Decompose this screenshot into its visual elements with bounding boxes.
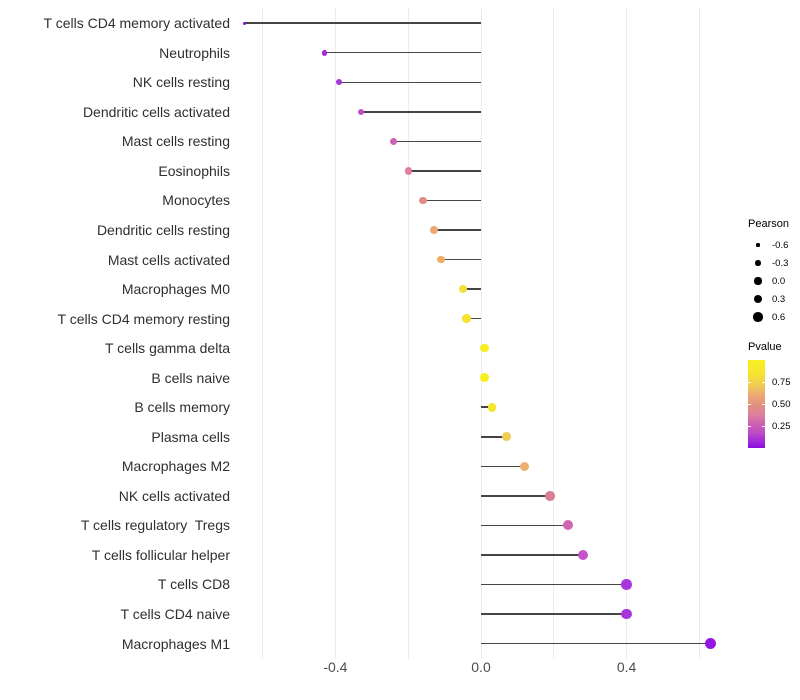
lollipop-stick (440, 258, 481, 261)
legend-pearson-label: 0.3 (772, 294, 786, 305)
lollipop-dot (242, 21, 246, 25)
lollipop-dot (429, 226, 438, 234)
lollipop-dot (357, 108, 365, 116)
category-label: Mast cells resting (121, 133, 230, 150)
lollipop-stick (481, 524, 569, 527)
category-label: Dendritic cells activated (82, 103, 230, 120)
lollipop-dot (577, 549, 588, 560)
category-label: Plasma cells (151, 428, 230, 445)
category-label: T cells CD4 memory resting (57, 310, 230, 327)
legend-pearson-label: 0.6 (772, 312, 786, 323)
lollipop-stick (408, 170, 481, 172)
x-tick-label: 0.0 (471, 659, 491, 675)
category-label: Macrophages M1 (121, 635, 230, 652)
lollipop-dot (480, 343, 489, 353)
x-tick-label: -0.4 (323, 659, 348, 675)
lollipop-stick (462, 288, 481, 290)
category-label: T cells CD4 naive (120, 606, 230, 622)
category-label: T cells regulatory Tregs (80, 517, 230, 534)
legend-pearson-dot (755, 260, 761, 266)
colorbar-tick (748, 426, 751, 427)
category-label: Monocytes (162, 192, 230, 209)
category-label: B cells memory (134, 399, 230, 416)
pvalue-colorbar (748, 360, 765, 448)
gridline (480, 8, 482, 659)
category-label: Macrophages M0 (121, 281, 230, 298)
lollipop-dot (390, 137, 398, 145)
lollipop-dot (520, 461, 530, 471)
legend-pvalue-label: 0.75 (772, 377, 791, 388)
lollipop-stick (481, 465, 525, 468)
legend-pearson-label: -0.3 (772, 258, 789, 269)
legend-pearson-label: 0.0 (772, 276, 786, 287)
gridline (262, 8, 264, 659)
lollipop-stick (481, 495, 551, 497)
legend-pearson-dot (754, 277, 762, 285)
legend-pvalue-label: 0.50 (772, 399, 791, 410)
legend-pearson-dot (753, 312, 763, 322)
lollipop-dot (462, 314, 471, 323)
category-label: T cells CD8 (157, 576, 230, 593)
category-label: B cells naive (151, 369, 230, 386)
legend-pearson-dot (753, 294, 763, 304)
lollipop-dot (437, 255, 445, 264)
colorbar-tick (762, 426, 765, 427)
lollipop-dot (545, 491, 555, 501)
legend-pearson-label: -0.6 (772, 240, 789, 251)
lollipop-dot (418, 196, 427, 205)
lollipop-stick (244, 22, 481, 24)
gridline (407, 8, 409, 659)
lollipop-dot (404, 167, 412, 175)
colorbar-tick (762, 404, 765, 405)
category-label: Macrophages M2 (121, 458, 230, 475)
lollipop-dot (502, 432, 511, 442)
lollipop-dot (458, 284, 467, 294)
legend-pearson-title: Pearson (748, 218, 789, 230)
category-label: T cells follicular helper (91, 546, 230, 563)
legend-pearson-dot (756, 243, 760, 247)
gridline (334, 8, 336, 659)
lollipop-stick (393, 140, 481, 143)
category-label: Eosinophils (158, 162, 230, 179)
gridline (698, 8, 700, 659)
x-tick-label: 0.4 (616, 659, 637, 675)
category-label: NK cells resting (132, 74, 230, 91)
gridline (626, 8, 628, 659)
category-label: Neutrophils (159, 44, 230, 61)
colorbar-tick (748, 382, 751, 383)
lollipop-stick (466, 317, 481, 320)
colorbar-tick (748, 404, 751, 405)
gridline (553, 8, 555, 659)
category-label: Mast cells activated (107, 251, 230, 268)
legend-pvalue-title: Pvalue (748, 341, 782, 353)
lollipop-stick (481, 436, 507, 438)
lollipop-dot (480, 373, 489, 382)
category-label: T cells gamma delta (104, 340, 230, 357)
category-label: Dendritic cells resting (96, 221, 230, 238)
lollipop-stick (481, 583, 627, 586)
lollipop-dot (321, 49, 328, 56)
category-label: NK cells activated (118, 487, 230, 504)
legend-pvalue-label: 0.25 (772, 421, 791, 432)
lollipop-stick (481, 613, 627, 615)
lollipop-stick (339, 81, 481, 84)
category-label: T cells CD4 memory activated (43, 15, 230, 32)
lollipop-dot (704, 637, 717, 650)
lollipop-stick (324, 51, 481, 54)
lollipop-stick (422, 199, 481, 202)
lollipop-stick (481, 642, 711, 645)
lollipop-dot (621, 579, 632, 590)
colorbar-tick (762, 382, 765, 383)
lollipop-dot (621, 608, 632, 620)
lollipop-stick (433, 229, 481, 231)
lollipop-stick (481, 554, 583, 556)
lollipop-dot (336, 79, 342, 86)
lollipop-dot (563, 520, 574, 531)
lollipop-dot (487, 402, 497, 412)
lollipop-stick (360, 111, 481, 113)
lollipop-stick (481, 406, 492, 408)
